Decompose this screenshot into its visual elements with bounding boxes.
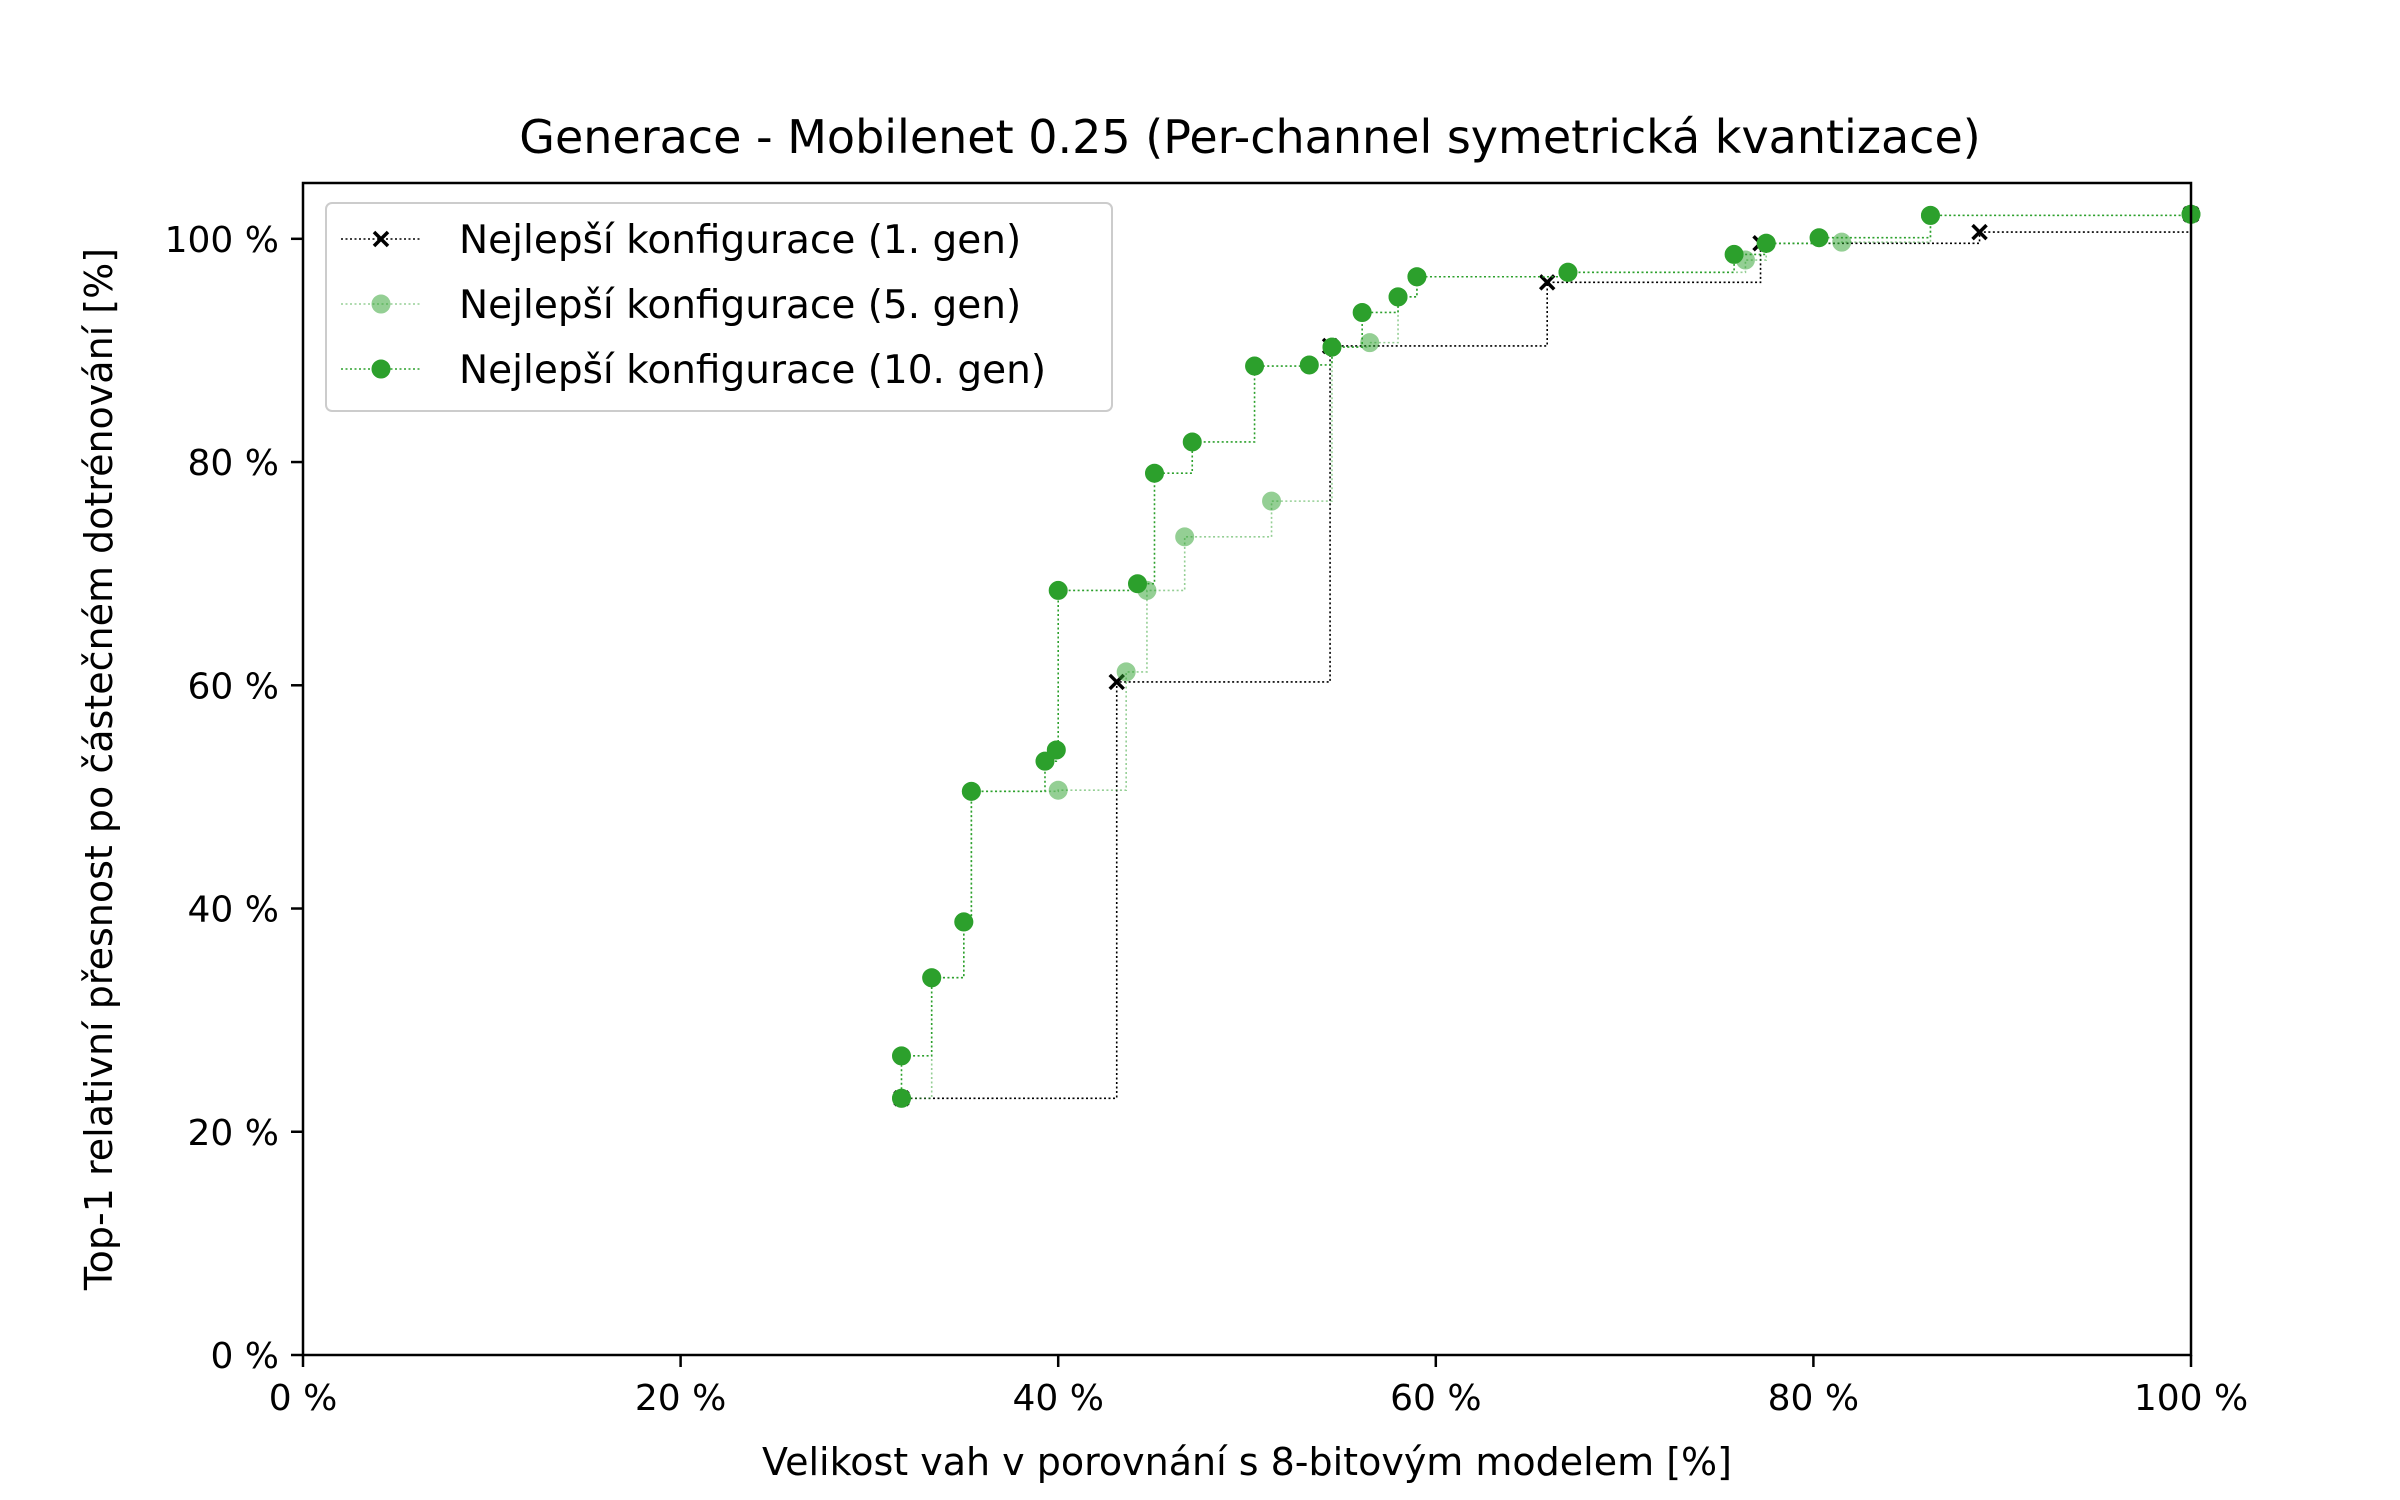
data-point: [1360, 333, 1380, 353]
legend: Nejlepší konfigurace (1. gen) Nejlepší ko…: [325, 202, 1113, 412]
legend-entry: Nejlepší konfigurace (1. gen): [341, 218, 1021, 263]
chart-title: Generace - Mobilenet 0.25 (Per-channel s…: [519, 110, 1980, 164]
x-tick-label: 40 %: [1012, 1378, 1103, 1419]
data-point: [1756, 233, 1776, 253]
data-point: [1809, 228, 1829, 248]
legend-entries: Nejlepší konfigurace (1. gen) Nejlepší ko…: [341, 218, 1046, 393]
data-point: [1175, 527, 1195, 547]
y-tick-label: 60 %: [188, 666, 279, 707]
data-point: [891, 1088, 911, 1108]
y-tick-label: 0 %: [210, 1336, 279, 1377]
data-point: [1299, 355, 1319, 375]
x-tick-label: 0 %: [269, 1378, 338, 1419]
legend-label: Nejlepší konfigurace (5. gen): [459, 283, 1021, 328]
series-3: [891, 204, 2201, 1108]
plot-frame: [301, 181, 2193, 1357]
data-point: [1127, 574, 1147, 594]
data-point: [961, 781, 981, 801]
legend-box: [325, 202, 1113, 412]
data-point: [1538, 274, 1556, 291]
data-point: [1388, 287, 1408, 307]
x-axis-label: Velikost vah v porovnání s 8-bitovým mod…: [762, 1440, 1732, 1484]
data-point: [1352, 302, 1372, 322]
y-tick-label: 20 %: [188, 1113, 279, 1154]
data-point: [1832, 232, 1852, 252]
y-axis-label: Top-1 relativní přesnost po částečném do…: [77, 248, 121, 1291]
y-tick-label: 80 %: [188, 443, 279, 484]
x-axis-ticks: 0 % 20 % 40 % 60 % 80 % 100 %: [269, 1355, 2248, 1419]
legend-label: Nejlepší konfigurace (10. gen): [459, 348, 1046, 393]
legend-entry: Nejlepší konfigurace (5. gen): [341, 283, 1021, 328]
legend-marker: [371, 294, 391, 314]
data-point: [1322, 337, 1342, 357]
y-axis-ticks: 0 % 20 % 40 % 60 % 80 % 100 %: [165, 220, 303, 1377]
data-point: [1035, 751, 1055, 771]
data-point: [922, 968, 942, 988]
legend-marker: [371, 359, 391, 379]
legend-entry: Nejlepší konfigurace (10. gen): [341, 348, 1046, 393]
x-tick-label: 80 %: [1768, 1378, 1859, 1419]
data-point: [1046, 740, 1066, 760]
data-point: [1407, 267, 1427, 287]
data-point: [891, 1046, 911, 1066]
x-tick-label: 100 %: [2134, 1378, 2248, 1419]
data-point: [1144, 463, 1164, 483]
x-tick-label: 60 %: [1390, 1378, 1481, 1419]
data-point: [1724, 244, 1744, 264]
series-line: [900, 214, 2192, 1099]
legend-marker: [372, 230, 390, 248]
data-point: [1262, 491, 1282, 511]
series-layer: [891, 204, 2201, 1108]
data-point: [1971, 223, 1988, 241]
data-point: [1048, 580, 1068, 600]
y-tick-label: 40 %: [188, 890, 279, 931]
data-point: [954, 912, 974, 932]
data-point: [1116, 662, 1136, 682]
data-point: [1558, 262, 1578, 282]
data-point: [1048, 780, 1068, 800]
data-point: [1920, 205, 1940, 225]
y-tick-label: 100 %: [165, 220, 279, 261]
data-point: [1245, 356, 1265, 376]
legend-label: Nejlepší konfigurace (1. gen): [459, 218, 1021, 263]
data-point: [1182, 432, 1202, 452]
x-tick-label: 20 %: [635, 1378, 726, 1419]
